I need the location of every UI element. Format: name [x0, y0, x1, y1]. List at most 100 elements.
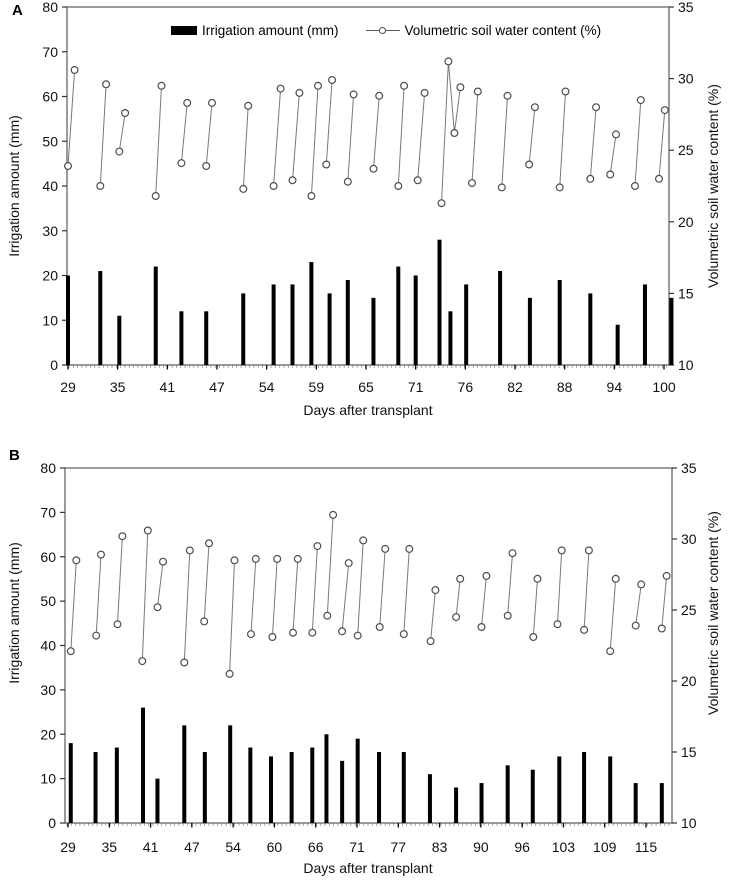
swc-marker: [426, 637, 435, 646]
swc-line: [95, 554, 102, 636]
x-tick-label: 47: [184, 839, 200, 855]
swc-line: [326, 514, 334, 616]
swc-marker: [450, 129, 459, 138]
irrigation-bar: [310, 747, 315, 823]
swc-marker: [70, 65, 79, 74]
swc-marker: [208, 98, 217, 107]
legend-line-marker-icon: [365, 26, 400, 36]
irrigation-bar: [659, 783, 664, 823]
panel-a: A 29 35 41 47 54 59 65 71 76 82 88 94 100 0 10 20 30 40 50…: [6, 0, 721, 418]
irrigation-bar: [401, 752, 406, 823]
swc-line: [501, 95, 508, 188]
irrigation-bar: [437, 239, 442, 365]
swc-marker: [200, 617, 209, 626]
x-tick-label: 109: [593, 839, 617, 855]
swc-marker: [606, 647, 615, 656]
swc-marker: [437, 199, 446, 208]
irrigation-bar: [204, 311, 209, 365]
y-left-tick-label: 40: [40, 638, 56, 654]
swc-line: [441, 61, 461, 204]
irrigation-bar: [98, 271, 103, 365]
swc-marker: [553, 620, 562, 629]
swc-line: [157, 561, 164, 608]
x-tick-label: 100: [652, 379, 676, 395]
swc-marker: [96, 550, 105, 559]
legend-line-label: Volumetric soil water content (%): [404, 23, 602, 38]
swc-marker: [338, 627, 347, 636]
swc-marker: [557, 546, 566, 555]
swc-line: [609, 134, 617, 175]
swc-marker: [66, 647, 75, 656]
swc-marker: [92, 631, 101, 640]
swc-marker: [349, 90, 358, 99]
irrigation-bar: [464, 284, 469, 365]
swc-line: [658, 110, 666, 179]
y-right-tick-label: 15: [678, 285, 694, 301]
swc-line: [507, 553, 513, 616]
swc-marker: [269, 182, 278, 191]
swc-marker: [657, 624, 666, 633]
irrigation-bar: [179, 311, 184, 365]
y-left-tick-label: 60: [40, 549, 56, 565]
y-right-tick-label: 20: [681, 673, 697, 689]
swc-marker: [63, 162, 72, 171]
x-tick-label: 90: [473, 839, 489, 855]
swc-marker: [268, 633, 277, 642]
swc-marker: [328, 75, 337, 84]
chart-b-plot: 29 35 41 47 54 60 66 71 77 83 90 96 103 109 115 0 10 20 30…: [40, 460, 697, 855]
swc-marker: [533, 574, 542, 583]
swc-line: [273, 88, 282, 187]
irrigation-bar: [309, 262, 314, 365]
swc-marker: [611, 574, 620, 583]
x-tick-label: 103: [552, 839, 576, 855]
irrigation-bar: [289, 752, 294, 823]
x-tick-label: 54: [225, 839, 241, 855]
swc-line: [310, 85, 319, 197]
swc-line: [635, 584, 642, 626]
swc-marker: [420, 88, 429, 97]
swc-marker: [660, 106, 669, 115]
y-right-tick-label: 30: [681, 531, 697, 547]
swc-marker: [230, 556, 239, 565]
swc-line: [271, 558, 278, 638]
y-right-tick-label: 25: [681, 602, 697, 618]
swc-marker: [611, 130, 620, 139]
swc-marker: [343, 177, 352, 186]
swc-marker: [295, 88, 304, 97]
x-tick-label: 65: [358, 379, 374, 395]
plot-border: [64, 467, 673, 824]
irrigation-bar: [527, 297, 532, 365]
swc-marker: [157, 81, 166, 90]
x-tick-label: 60: [267, 839, 283, 855]
swc-marker: [205, 539, 214, 548]
swc-marker: [225, 669, 234, 678]
swc-line: [99, 84, 107, 187]
swc-marker: [606, 170, 615, 179]
swc-line: [661, 575, 668, 629]
swc-line: [70, 560, 77, 652]
swc-marker: [177, 159, 186, 168]
swc-marker: [288, 176, 297, 185]
swc-marker: [251, 554, 260, 563]
irrigation-bar: [155, 778, 160, 823]
swc-marker: [381, 544, 390, 553]
swc-marker: [115, 147, 124, 156]
swc-marker: [662, 571, 671, 580]
panel-a-x-axis-title: Days after transplant: [303, 402, 433, 418]
swc-marker: [244, 101, 253, 110]
swc-marker: [400, 81, 409, 90]
y-left-tick-label: 70: [42, 44, 58, 60]
irrigation-bar: [427, 774, 432, 823]
swc-marker: [405, 544, 414, 553]
irrigation-bar: [268, 756, 273, 823]
swc-marker: [323, 611, 332, 620]
swc-line: [292, 558, 299, 633]
irrigation-bar: [345, 279, 350, 365]
x-tick-label: 96: [514, 839, 530, 855]
swc-line: [471, 91, 479, 184]
y-right-tick-label: 20: [678, 214, 694, 230]
irrigation-bar: [371, 297, 376, 365]
swc-marker: [503, 91, 512, 100]
swc-marker: [508, 549, 517, 558]
